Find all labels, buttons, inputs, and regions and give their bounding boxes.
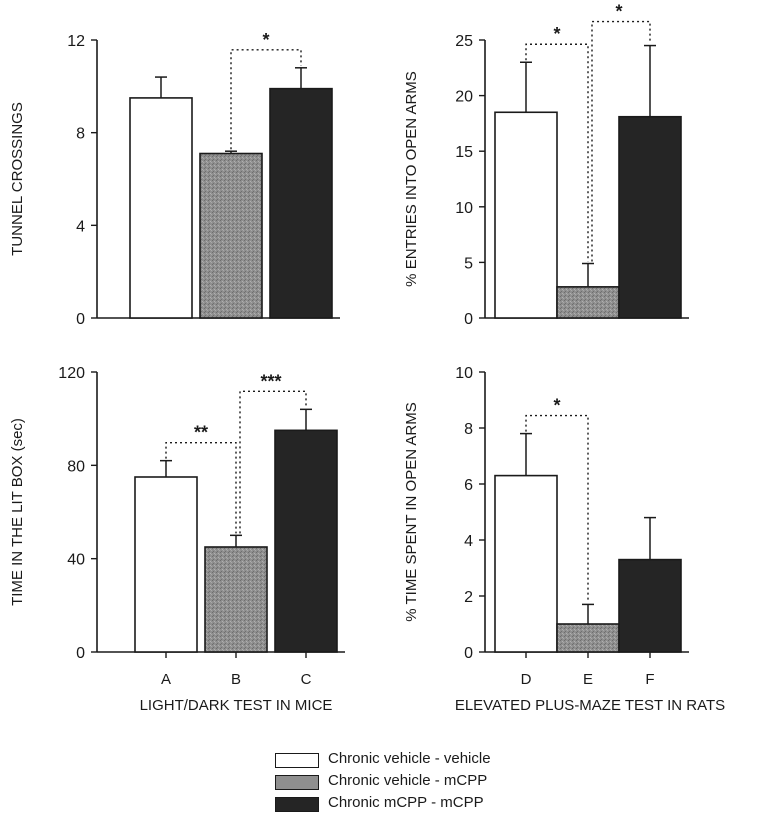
y-tick-label: 0	[464, 311, 473, 328]
category-label-B: B	[231, 671, 241, 688]
y-tick-label: 8	[464, 421, 473, 438]
y-tick-label: 20	[455, 89, 473, 106]
y-tick-label: 10	[455, 200, 473, 217]
y-tick-label: 2	[464, 589, 473, 606]
significance-label: ***	[260, 371, 281, 391]
significance-bracket	[239, 390, 307, 534]
y-tick-label: 80	[67, 458, 85, 475]
bar-F	[618, 115, 682, 319]
panel-bottom-right: 0 2 4 6 8 10 % TIME SPENT IN OPEN ARMS D E F *	[403, 365, 689, 688]
panel-top-right: 0 5 10 15 20 25 % ENTRIES INTO OPEN ARMS * *	[403, 2, 689, 328]
category-label-E: E	[583, 671, 593, 688]
bar-B	[199, 152, 263, 319]
significance-label: *	[553, 24, 560, 44]
y-axis-label: % TIME SPENT IN OPEN ARMS	[403, 402, 420, 622]
bar-A	[129, 97, 193, 319]
y-axis-label: TIME IN THE LIT BOX (sec)	[9, 418, 26, 606]
bar-A	[134, 476, 198, 653]
bar-F	[618, 558, 682, 653]
significance-label: **	[194, 423, 208, 443]
legend: Chronic vehicle - vehicle Chronic vehicl…	[275, 750, 695, 816]
significance-bracket	[525, 43, 589, 262]
legend-item-vehicle-mcpp: Chronic vehicle - mCPP	[275, 772, 695, 794]
y-tick-label: 12	[67, 33, 85, 50]
legend-item-mcpp-mcpp: Chronic mCPP - mCPP	[275, 794, 695, 816]
bar-E	[556, 623, 620, 653]
right-group-xlabel: ELEVATED PLUS-MAZE TEST IN RATS	[455, 697, 725, 714]
significance-label: *	[615, 2, 622, 22]
bar-B	[204, 546, 268, 653]
legend-swatch-vehicle-mcpp	[275, 775, 319, 790]
significance-bracket	[165, 441, 237, 534]
bar-E	[556, 286, 620, 319]
bar-C	[269, 87, 333, 319]
y-tick-label: 0	[76, 645, 85, 662]
y-tick-label: 4	[464, 533, 473, 550]
significance-label: *	[553, 396, 560, 416]
legend-item-vehicle-vehicle: Chronic vehicle - vehicle	[275, 750, 695, 772]
bar-D	[494, 111, 558, 319]
category-label-F: F	[645, 671, 654, 688]
bar-C	[274, 429, 338, 653]
y-tick-label: 15	[455, 144, 473, 161]
panel-top-left: 0 4 8 12 TUNNEL CROSSINGS *	[9, 30, 340, 328]
y-tick-label: 0	[464, 645, 473, 662]
y-tick-label: 0	[76, 311, 85, 328]
legend-label-mcpp-mcpp: Chronic mCPP - mCPP	[328, 794, 484, 811]
y-tick-label: 8	[76, 126, 85, 143]
y-tick-label: 10	[455, 365, 473, 382]
legend-label-vehicle-mcpp: Chronic vehicle - mCPP	[328, 772, 488, 789]
left-group-xlabel: LIGHT/DARK TEST IN MICE	[140, 697, 333, 714]
y-axis-label: % ENTRIES INTO OPEN ARMS	[403, 71, 420, 287]
y-tick-label: 6	[464, 477, 473, 494]
category-label-C: C	[301, 671, 312, 688]
y-tick-label: 40	[67, 552, 85, 569]
legend-swatch-vehicle-vehicle	[275, 753, 319, 768]
y-tick-label: 4	[76, 218, 85, 235]
category-label-D: D	[521, 671, 532, 688]
bar-D	[494, 474, 558, 653]
y-tick-label: 5	[464, 255, 473, 272]
legend-label-vehicle-vehicle: Chronic vehicle - vehicle	[328, 750, 491, 767]
significance-label: *	[262, 30, 269, 50]
y-tick-label: 25	[455, 33, 473, 50]
y-axis-label: TUNNEL CROSSINGS	[9, 102, 26, 256]
category-label-A: A	[161, 671, 171, 688]
significance-bracket	[525, 414, 589, 603]
y-tick-label: 120	[58, 365, 85, 382]
legend-swatch-mcpp-mcpp	[275, 797, 319, 812]
